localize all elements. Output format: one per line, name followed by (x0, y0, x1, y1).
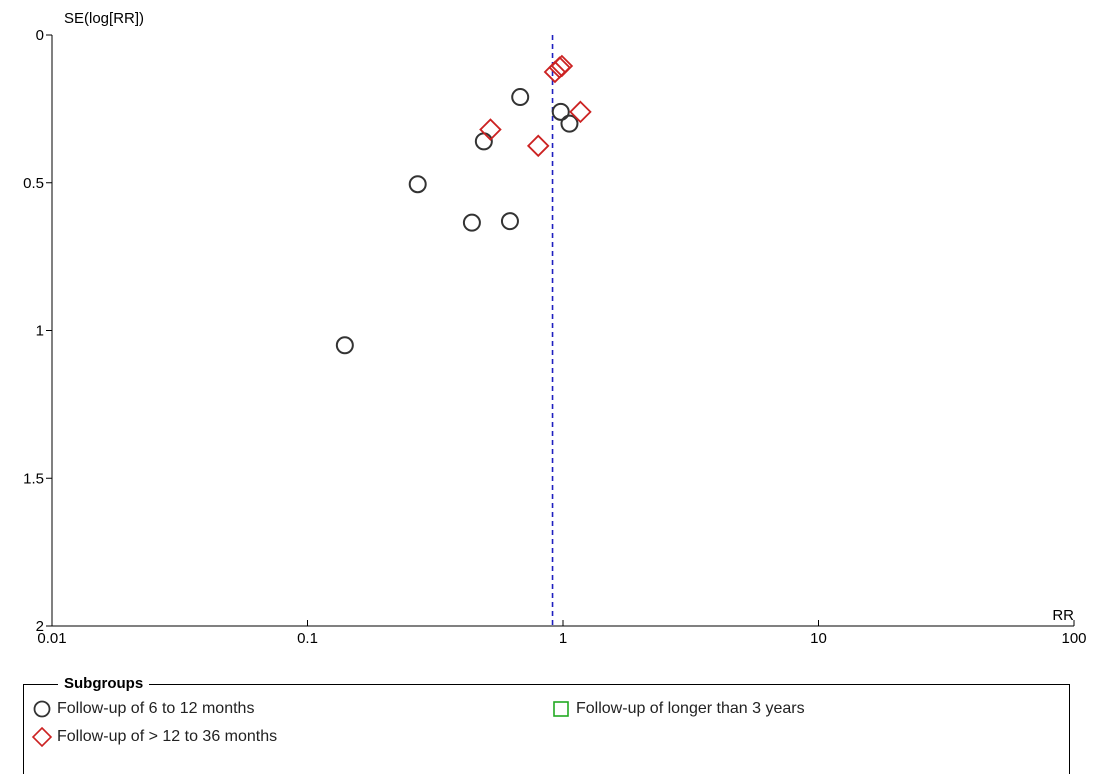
diamond-point (526, 134, 550, 158)
diamond-marker-icon (31, 727, 53, 747)
x-axis-label: RR (1052, 607, 1074, 624)
circle-point (511, 88, 530, 107)
diamond-point (543, 60, 567, 84)
legend-item-longer-than-3-years: Follow-up of longer than 3 years (550, 699, 805, 719)
diamond-point (479, 118, 502, 141)
circle-point (500, 212, 519, 231)
y-tick-label: 1 (36, 323, 44, 340)
x-tick-label: 0.01 (37, 630, 66, 647)
x-tick-label: 10 (810, 630, 827, 647)
x-tick-label: 1 (559, 630, 567, 647)
legend-item-6-to-12-months: Follow-up of 6 to 12 months (31, 699, 254, 719)
legend: Subgroups Follow-up of 6 to 12 months Fo… (23, 675, 1070, 774)
y-tick-label: 2 (36, 618, 44, 635)
square-marker-icon (553, 701, 569, 717)
legend-item-12-to-36-months: Follow-up of > 12 to 36 months (31, 727, 277, 747)
y-tick-label: 0 (36, 27, 44, 44)
legend-label: Follow-up of 6 to 12 months (57, 700, 255, 717)
y-tick-label: 0.5 (23, 175, 44, 192)
y-axis-label: SE(log[RR]) (64, 10, 144, 27)
circle-point (335, 336, 354, 355)
circle-point (474, 132, 493, 151)
circle-point (551, 102, 570, 121)
y-tick-label: 1.5 (23, 470, 44, 487)
circle-marker-icon (33, 700, 51, 718)
circle-point (462, 213, 481, 232)
axes: 0 0.5 1 1.5 20.01 0.1 1 10 100 SE(log[RR]) RR (23, 10, 1086, 647)
legend-label: Follow-up of longer than 3 years (576, 700, 805, 717)
circle-point (560, 114, 579, 133)
circle-point (408, 175, 427, 194)
x-tick-label: 0.1 (297, 630, 318, 647)
data-points (335, 54, 592, 355)
legend-label: Follow-up of > 12 to 36 months (57, 728, 278, 745)
diamond-point (569, 100, 592, 124)
x-tick-label: 100 (1061, 630, 1086, 647)
legend-title: Subgroups (58, 675, 150, 693)
